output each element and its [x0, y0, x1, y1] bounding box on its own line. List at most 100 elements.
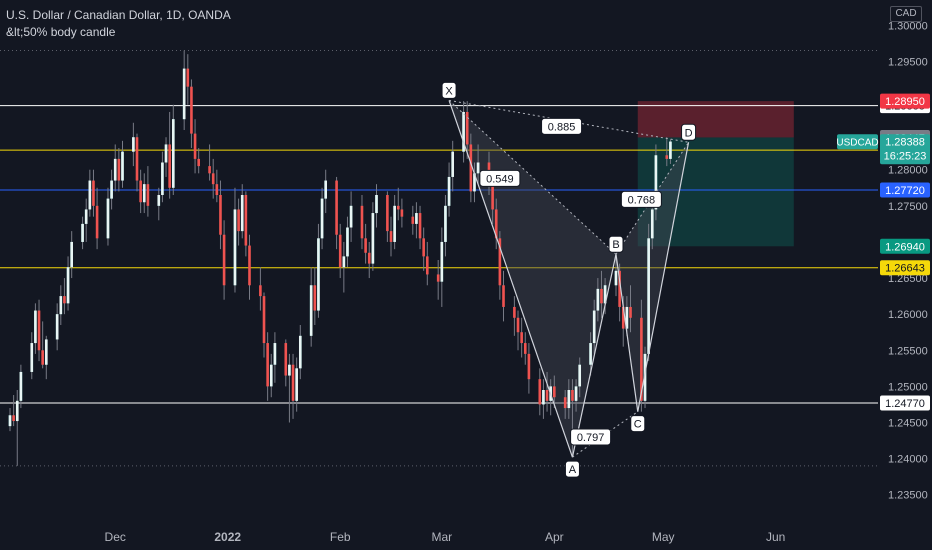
candle-body — [215, 184, 219, 195]
candle-body-highlight — [444, 205, 447, 242]
ratio-box — [570, 428, 612, 446]
candle-body-highlight — [317, 238, 320, 311]
candle-body-highlight — [476, 162, 480, 174]
pattern-point-box — [608, 235, 624, 253]
pattern-triangle-2 — [615, 142, 689, 412]
candle-body — [494, 209, 498, 239]
level-tag-1.26940[interactable]: 1.26940 — [880, 238, 930, 254]
harmonic-pattern-labels: X A B C D 0.549 0.768 0.797 0.885 — [441, 81, 697, 478]
stop-loss-zone[interactable] — [637, 101, 794, 138]
ratio-label: 0.549 — [486, 173, 514, 185]
symbol-tag-box — [837, 134, 878, 150]
candle-body — [498, 238, 502, 286]
candle-body — [208, 166, 211, 174]
pattern-ratio-0.549: 0.549 — [479, 169, 521, 187]
ratio-box — [541, 117, 583, 135]
candle-body-highlight — [415, 213, 418, 224]
candle-body — [491, 184, 494, 210]
candle-body-highlight — [650, 209, 654, 239]
candle-body-highlight — [157, 195, 161, 206]
pattern-leg-CD — [637, 142, 690, 412]
currency-badge[interactable]: CAD — [890, 6, 922, 22]
candle-body — [523, 343, 527, 354]
harmonic-pattern-fill — [449, 100, 689, 458]
price-tick-label: 1.23500 — [888, 490, 928, 502]
line-tag-1.27720[interactable]: 1.27720 — [880, 182, 930, 198]
candle-body — [364, 238, 367, 253]
pattern-leg-AB — [571, 254, 617, 458]
pattern-point-label: C — [634, 419, 642, 431]
candle-body — [262, 296, 266, 344]
candle-body — [389, 231, 393, 242]
candle-body-highlight — [81, 223, 84, 242]
candle-body — [436, 274, 440, 282]
candle-body — [313, 285, 317, 311]
indicator-label[interactable]: &lt;50% body candle — [6, 25, 116, 39]
line-tag-1.26643[interactable]: 1.26643 — [880, 260, 930, 276]
line-tag-1.24770[interactable]: 1.24770 — [880, 395, 930, 411]
candle-body-highlight — [30, 343, 34, 372]
candle-body-highlight — [15, 400, 19, 422]
candle-body-highlight — [462, 111, 465, 152]
candle-body — [520, 332, 523, 344]
candle-body-highlight — [309, 285, 313, 336]
candle-body-highlight — [182, 68, 186, 120]
candle-body — [400, 209, 404, 217]
pattern-point-a[interactable]: A — [564, 460, 580, 478]
pattern-point-x[interactable]: X — [441, 81, 457, 99]
price-tick-label: 1.25500 — [888, 345, 928, 357]
candle-body-highlight — [269, 364, 273, 387]
current-price-tag[interactable]: 1.28388 16:25:23 — [880, 134, 930, 165]
candle-body — [197, 158, 200, 167]
candle-body — [571, 390, 574, 401]
pattern-point-box — [681, 123, 697, 141]
candle-body-highlight — [578, 364, 582, 387]
candle-body — [338, 234, 342, 268]
candle-body-highlight — [592, 310, 596, 344]
candle-body — [422, 238, 425, 257]
candle-body-highlight — [70, 241, 73, 268]
candle-body-highlight — [44, 339, 48, 365]
price-tick-label: 1.24500 — [888, 418, 928, 430]
take-profit-zone[interactable] — [637, 137, 794, 247]
pattern-point-label: B — [612, 239, 619, 251]
candle-body — [211, 173, 215, 185]
candle-body-highlight — [542, 390, 545, 405]
pattern-point-b[interactable]: B — [608, 235, 624, 253]
candle-body-highlight — [142, 184, 146, 203]
candle-body — [367, 252, 371, 264]
candle-body — [92, 180, 95, 206]
candle-body — [37, 310, 41, 351]
candle-body-highlight — [240, 195, 244, 232]
candle-body — [266, 343, 269, 387]
candle-body — [513, 306, 516, 318]
candle-body-highlight — [603, 285, 607, 304]
candle-body — [386, 195, 389, 232]
pattern-point-label: A — [569, 464, 577, 476]
candle-body — [516, 317, 520, 333]
time-tick-label: Mar — [431, 530, 452, 544]
candle-body — [502, 285, 505, 307]
candle-body-highlight — [110, 180, 113, 199]
candle-body — [563, 397, 567, 409]
candle-body-highlight — [596, 288, 600, 311]
candle-body-highlight — [273, 343, 277, 365]
price-tick-label: 1.26500 — [888, 273, 928, 285]
candle-body — [41, 350, 44, 365]
position-tool[interactable] — [637, 101, 794, 247]
level-tag-1.28950[interactable]: 1.28950 — [880, 93, 930, 109]
pattern-point-c[interactable]: C — [630, 415, 646, 433]
candle-body-highlight — [106, 198, 110, 239]
candle-body-highlight — [121, 151, 124, 181]
pattern-point-d[interactable]: D — [681, 123, 697, 141]
candle-body-highlight — [589, 343, 592, 365]
candle-body — [618, 270, 621, 307]
candle-body — [552, 386, 556, 398]
candle-body — [469, 144, 473, 192]
time-axis[interactable]: Dec 2022 Feb Mar Apr May Jun — [0, 524, 878, 550]
price-tags: 1.288881.282721.277201.266431.247701.289… — [836, 93, 930, 411]
symbol-tag[interactable]: USDCAD — [836, 134, 879, 150]
pattern-leg-BC — [615, 254, 639, 412]
